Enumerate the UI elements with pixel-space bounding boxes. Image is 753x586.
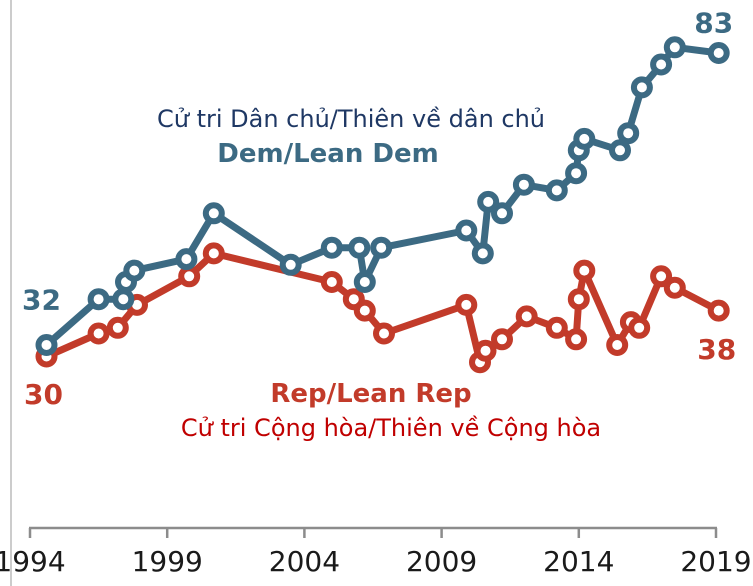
dem-lean-dem-marker [35,334,58,356]
dem-lean-dem-marker [471,242,494,265]
dem-lean-dem-marker [123,259,146,282]
rep-lean-rep-marker [565,328,588,351]
dem-lean-dem-marker [348,236,371,259]
rep-lean-rep-marker [567,288,590,311]
dem-lean-dem-marker [491,202,513,225]
dem-lean-dem-marker [707,42,730,64]
rep-lean-rep-marker [573,259,596,282]
dem-lean-dem-marker [175,248,198,271]
rep-lean-rep-marker [178,265,201,288]
x-axis-tick-label: 2014 [543,545,614,578]
left-edge-border [10,0,12,586]
rep-lean-rep-marker [320,271,343,293]
rep-end-value: 38 [697,333,736,366]
x-axis-tick-label: 2004 [269,545,340,578]
dem-lean-dem-marker [202,202,225,225]
dem-lean-dem-marker [565,162,588,185]
dem-lean-dem-marker [279,253,302,276]
rep-lean-rep-marker [515,305,538,328]
dem-lean-dem-marker [545,179,568,202]
dem-lean-dem-marker [609,139,631,162]
rep-lean-rep-marker [491,328,513,351]
x-axis-tick-label: 2009 [406,545,477,578]
dem-lean-dem-marker [370,236,393,259]
dem-lean-dem-marker [630,76,653,99]
dem-label-vietnamese: Cử tri Dân chủ/Thiên về dân chủ [156,105,546,133]
rep-lean-rep-marker [628,316,651,339]
rep-lean-rep-marker [106,316,129,339]
rep-lean-rep-marker [455,293,478,316]
dem-series-label: Dem/Lean Dem [217,139,439,169]
rep-lean-rep-marker [606,334,629,356]
rep-lean-rep-marker [650,265,673,288]
rep-lean-rep-marker [202,242,225,265]
rep-series-label: Rep/Lean Rep [270,379,472,409]
rep-lean-rep-marker [707,299,730,322]
rep-lean-rep-marker [663,276,686,299]
rep-lean-rep-marker [353,299,376,322]
rep-label-vietnamese: Cử tri Cộng hòa/Thiên về Cộng hòa [180,414,602,442]
x-axis-tick-label: 1999 [132,545,203,578]
x-axis-tick-label: 2019 [680,545,751,578]
rep-lean-rep-marker [474,339,497,362]
dem-lean-dem-marker [112,288,135,311]
dem-lean-dem-marker [650,53,673,76]
x-axis-tick-label: 1994 [0,545,66,578]
rep-lean-rep-marker [545,316,568,339]
dem-lean-dem-marker [617,122,640,145]
dem-lean-dem-marker [573,127,596,150]
dem-lean-dem-marker [663,36,686,59]
dem-lean-dem-marker [455,219,478,242]
rep-lean-rep-marker [87,322,110,345]
dem-lean-dem-marker [477,190,500,213]
dem-lean-dem-marker [320,236,343,259]
dem-lean-dem-marker [87,288,110,311]
dem-lean-dem-marker [353,271,376,293]
dem-end-value: 83 [694,6,733,39]
dem-lean-dem-marker [512,173,535,196]
dem-start-value: 32 [22,284,61,317]
rep-start-value: 30 [24,378,63,411]
rep-lean-rep-marker [373,322,395,345]
